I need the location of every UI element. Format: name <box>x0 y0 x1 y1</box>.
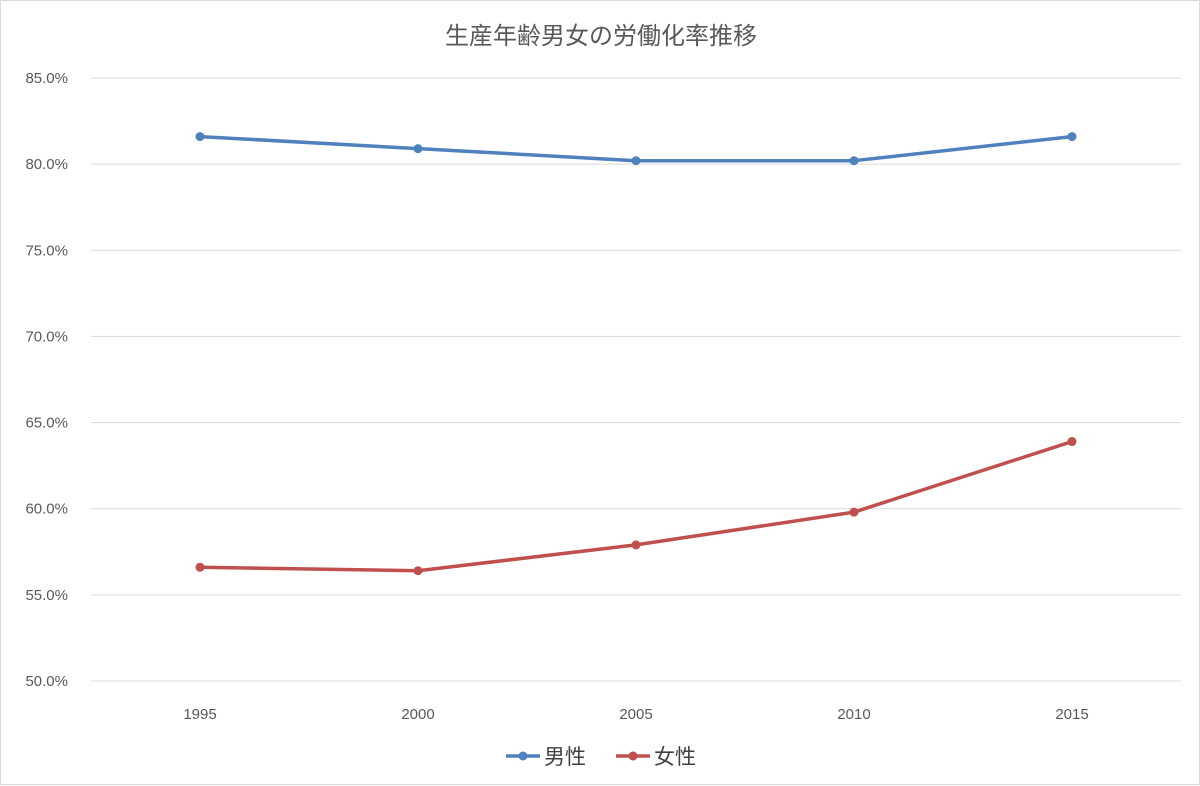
series-1 <box>195 132 1077 166</box>
y-tick-label: 80.0% <box>25 156 68 173</box>
series-line <box>198 439 1074 573</box>
data-point <box>413 566 423 576</box>
y-tick-label: 60.0% <box>25 501 68 518</box>
y-tick-label: 85.0% <box>25 70 68 87</box>
series-lines <box>195 132 1077 576</box>
data-point <box>631 540 641 550</box>
series-2 <box>195 437 1077 576</box>
legend-swatch-marker <box>628 751 638 761</box>
data-point <box>195 562 205 572</box>
data-point <box>1067 132 1077 142</box>
legend-item: 男性 <box>506 745 586 769</box>
chart-title: 生産年齢男女の労働化率推移 <box>445 22 757 50</box>
gridlines <box>91 77 1181 682</box>
legend-label: 男性 <box>544 745 586 769</box>
y-tick-label: 70.0% <box>25 328 68 345</box>
x-axis-tick-labels: 1995 2000 2005 2010 2015 <box>183 706 1088 723</box>
data-point <box>413 144 423 154</box>
y-axis-tick-labels: 50.0% 55.0% 60.0% 65.0% 70.0% 75.0% 80.0% 85.0% <box>25 70 68 690</box>
y-tick-label: 75.0% <box>25 242 68 259</box>
x-tick-label: 2015 <box>1055 706 1088 723</box>
x-tick-label: 1995 <box>183 706 216 723</box>
legend-swatch-marker <box>518 751 528 761</box>
x-tick-label: 2010 <box>837 706 870 723</box>
data-point <box>631 156 641 166</box>
y-tick-label: 65.0% <box>25 415 68 432</box>
x-tick-label: 2005 <box>619 706 652 723</box>
data-point <box>1067 437 1077 447</box>
legend: 男性 女性 <box>506 745 696 769</box>
data-point <box>849 507 859 517</box>
legend-label: 女性 <box>654 745 696 769</box>
data-point <box>849 156 859 166</box>
y-tick-label: 55.0% <box>25 587 68 604</box>
y-tick-label: 50.0% <box>25 673 68 690</box>
legend-item: 女性 <box>616 745 696 769</box>
data-point <box>195 132 205 142</box>
x-tick-label: 2000 <box>401 706 434 723</box>
